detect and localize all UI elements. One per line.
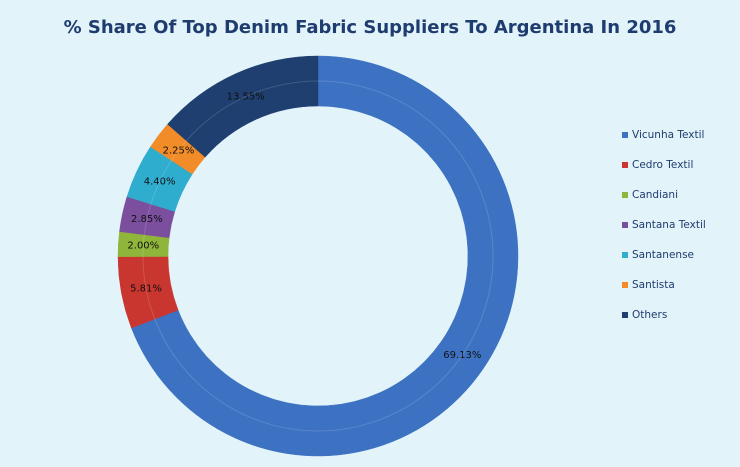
legend-label: Others [632, 309, 667, 321]
data-label: 2.85% [131, 214, 163, 225]
legend-swatch [622, 252, 628, 258]
legend-swatch [622, 162, 628, 168]
data-label: 13.55% [227, 92, 265, 103]
legend-label: Santanense [632, 249, 694, 261]
data-label: 4.40% [144, 177, 176, 188]
legend-swatch [622, 282, 628, 288]
legend-label: Candiani [632, 189, 678, 201]
legend-label: Vicunha Textil [632, 129, 704, 141]
legend-label: Cedro Textil [632, 159, 693, 171]
data-label: 2.00% [127, 241, 159, 252]
data-label: 2.25% [163, 145, 195, 156]
data-label: 5.81% [130, 283, 162, 294]
legend-swatch [622, 132, 628, 138]
chart-title: % Share Of Top Denim Fabric Suppliers To… [64, 17, 677, 38]
legend-swatch [622, 192, 628, 198]
donut-slice [167, 55, 319, 158]
legend-swatch [622, 222, 628, 228]
data-label: 69.13% [443, 350, 481, 361]
inner-ring [142, 80, 494, 432]
legend-swatch [622, 312, 628, 318]
donut-slice [131, 55, 519, 457]
legend-label: Santista [632, 279, 675, 291]
legend-label: Santana Textil [632, 219, 706, 231]
